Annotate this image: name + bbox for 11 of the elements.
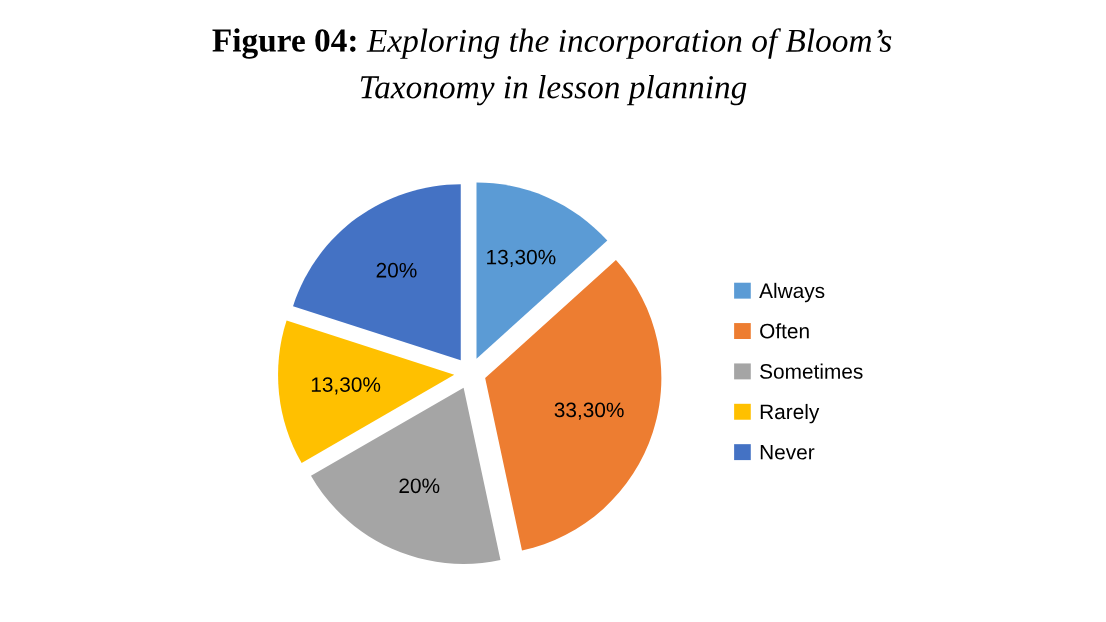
legend-label: Sometimes <box>760 363 863 379</box>
data-label: 13,30% <box>487 249 556 267</box>
legend-label: Rarely <box>760 403 820 424</box>
legend-label: Never <box>760 445 815 460</box>
data-label: 33,30% <box>554 402 624 420</box>
legend-label: Often <box>760 323 809 339</box>
data-label: 13,30% <box>311 377 381 395</box>
legend-label: Always <box>759 282 825 303</box>
chart-title: Figure 04: Exploring the incorporation of Bloom’s Taxonomy in lesson planning <box>212 28 892 106</box>
data-label: 20% <box>376 262 417 278</box>
data-label: 20% <box>399 478 440 494</box>
